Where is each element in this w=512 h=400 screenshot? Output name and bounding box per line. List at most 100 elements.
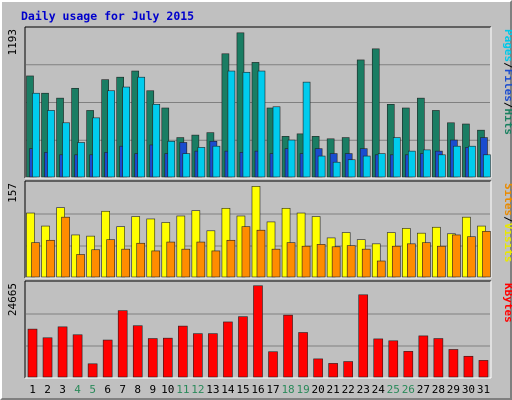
sites-bar-29 [452,234,461,278]
sites-bar-27 [422,242,431,278]
pages-bar-7 [122,86,130,178]
sites-bar-8 [136,242,146,278]
kbytes-bar-31 [478,360,489,378]
pages-bar-10 [167,140,176,178]
kbytes-bar-2 [42,337,53,378]
kbytes-bar-6 [102,339,113,378]
x-tick-label-25: 25 [387,383,400,396]
pages-bar-30 [468,145,476,178]
pages-bar-17 [272,106,281,178]
kbytes-bar-17 [268,351,278,378]
x-tick-label-13: 13 [206,383,219,396]
sites-bar-4 [76,254,85,278]
kbytes-bar-26 [403,351,414,378]
x-tick-label-27: 27 [417,383,430,396]
pages-bar-2 [47,110,55,178]
pages-bar-5 [92,117,100,178]
pages-bar-24 [377,153,386,178]
x-tick-label-17: 17 [266,383,279,396]
sites-bar-21 [331,246,341,278]
x-tick-label-6: 6 [104,383,111,396]
x-tick-label-30: 30 [462,383,475,396]
visits-bar-19 [296,212,306,278]
x-tick-label-28: 28 [432,383,445,396]
hits-legend-item-2: Files [502,69,512,102]
pages-bar-23 [362,155,371,178]
visits-bar-11 [176,215,186,278]
kbytes-bar-3 [57,326,68,378]
kbytes-bar-16 [253,285,263,378]
sites-bar-9 [151,250,161,278]
x-tick-label-15: 15 [236,383,249,396]
visits-bar-9 [146,218,156,278]
visits-ymax-label: 157 [6,183,19,203]
kbytes-bar-1 [27,328,38,378]
pages-bar-1 [32,92,40,178]
kbytes-bar-8 [132,325,143,378]
x-tick-label-9: 9 [149,383,156,396]
kbytes-bar-18 [283,314,293,378]
x-tick-label-14: 14 [221,383,235,396]
sites-bar-23 [361,248,371,278]
x-tick-label-11: 11 [176,383,189,396]
hits-legend-item-4: Hits [502,109,512,136]
kbytes-bar-29 [448,349,459,378]
x-tick-label-24: 24 [372,383,386,396]
sites-bar-26 [407,243,416,278]
kbytes-bar-23 [358,294,369,378]
pages-bar-14 [227,70,236,178]
sites-bar-15 [241,226,251,278]
pages-bar-8 [137,76,146,178]
sites-bar-30 [467,236,476,278]
kbytes-bar-10 [162,337,173,378]
kbytes-ymax-label: 24665 [6,283,19,316]
sites-bar-22 [346,245,356,278]
sites-bar-1 [31,242,40,278]
pages-bar-4 [77,142,85,178]
pages-bar-11 [182,153,191,178]
x-tick-label-31: 31 [477,383,490,396]
pages-bar-6 [107,90,115,178]
sites-bar-20 [316,244,326,278]
kbytes-bar-15 [238,316,248,378]
pages-bar-20 [317,155,326,178]
pages-bar-28 [438,154,446,178]
kbytes-legend-item-0: KBytes [502,283,512,323]
pages-bar-13 [212,145,221,178]
pages-bar-25 [392,137,401,178]
hits-ymax-label: 1193 [6,29,19,56]
x-tick-label-4: 4 [74,383,81,396]
pages-bar-18 [287,139,296,178]
kbytes-bar-14 [223,321,233,378]
x-tick-label-2: 2 [44,383,51,396]
x-tick-label-29: 29 [447,383,460,396]
kbytes-bar-19 [298,332,308,378]
sites-bar-31 [482,231,491,278]
pages-bar-27 [423,149,431,178]
x-tick-label-23: 23 [357,383,370,396]
hits-legend-item-0: Pages [502,29,512,62]
kbytes-bar-9 [147,338,158,378]
x-tick-label-3: 3 [59,383,66,396]
kbytes-bar-28 [433,338,444,378]
sites-bar-18 [286,242,296,278]
sites-bar-2 [46,239,55,278]
x-tick-label-5: 5 [89,383,96,396]
x-tick-label-16: 16 [251,383,264,396]
x-tick-label-1: 1 [29,383,36,396]
kbytes-bar-21 [328,363,338,378]
sites-bar-6 [106,239,115,278]
x-tick-label-22: 22 [342,383,355,396]
visits-legend-item-0: Sites [502,183,512,216]
sites-bar-5 [91,249,100,278]
kbytes-legend: KBytes [502,283,512,323]
x-tick-label-10: 10 [161,383,174,396]
sites-bar-17 [271,248,281,278]
pages-bar-19 [302,81,311,178]
x-tick-label-19: 19 [296,383,309,396]
sites-bar-11 [181,248,191,278]
sites-bar-25 [391,245,401,278]
hits-legend: Pages/Files/Hits [502,29,512,135]
kbytes-bar-25 [388,340,399,378]
